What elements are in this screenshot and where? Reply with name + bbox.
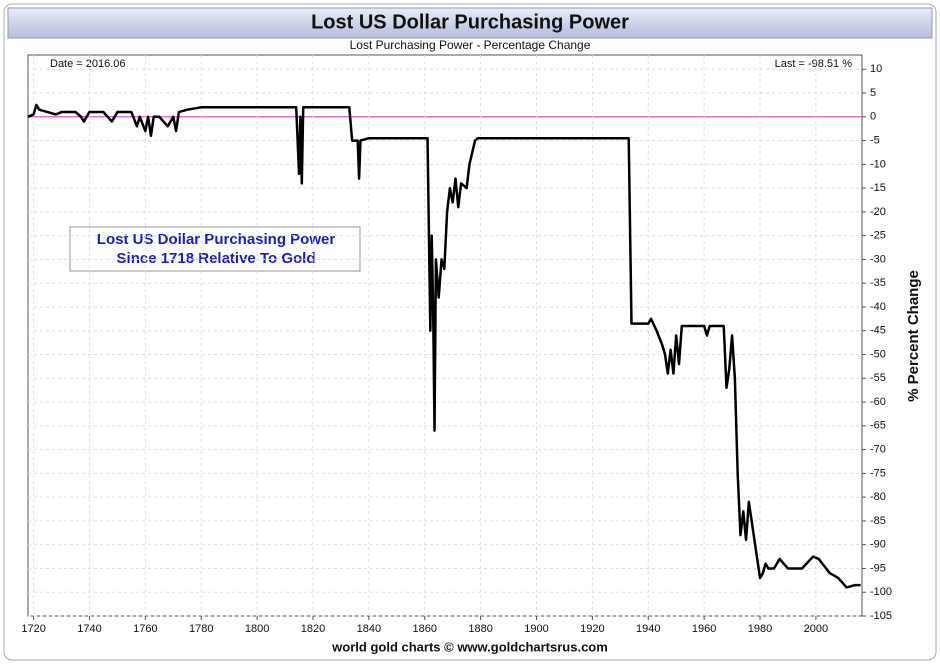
y-tick-label: -25: [870, 230, 886, 242]
subtitle: Lost Purchasing Power - Percentage Chang…: [350, 38, 591, 52]
title-bar: [7, 7, 933, 39]
x-tick-label: 1920: [580, 623, 604, 635]
x-tick-label: 1940: [636, 623, 660, 635]
y-tick-label: 0: [870, 111, 876, 123]
x-tick-label: 1820: [301, 623, 325, 635]
x-tick-label: 1860: [413, 623, 437, 635]
x-tick-label: 1760: [133, 623, 157, 635]
x-tick-label: 1880: [468, 623, 492, 635]
x-tick-label: 1800: [245, 623, 269, 635]
y-tick-label: -65: [870, 420, 886, 432]
y-tick-label: -55: [870, 372, 886, 384]
y-tick-label: -40: [870, 301, 886, 313]
x-tick-label: 1980: [748, 623, 772, 635]
x-tick-label: 2000: [804, 623, 828, 635]
line: [27, 103, 861, 589]
y-tick-label: 10: [870, 63, 882, 75]
y-tick-label: -90: [870, 539, 886, 551]
y-tick-label: -20: [870, 206, 886, 218]
date-label: Date = 2016.06: [50, 58, 126, 70]
x-tick-label: 1840: [357, 623, 381, 635]
y-tick-label: 5: [870, 87, 876, 99]
y-tick-label: -100: [870, 586, 892, 598]
y-tick-label: -85: [870, 515, 886, 527]
y-tick-label: -45: [870, 325, 886, 337]
x-tick-label: 1740: [77, 623, 101, 635]
x-tick-label: 1960: [692, 623, 716, 635]
y-tick-label: -75: [870, 467, 886, 479]
x-tick-label: 1780: [189, 623, 213, 635]
y-tick-label: -50: [870, 348, 886, 360]
y-tick-label: -105: [870, 610, 892, 622]
chart-title: Lost US Dollar Purchasing Power: [311, 11, 629, 33]
y-tick-label: -15: [870, 182, 886, 194]
y-tick-label: -10: [870, 158, 886, 170]
last-label: Last = -98.51 %: [775, 58, 853, 70]
y-axis-label: % Percent Change: [905, 270, 922, 402]
x-tick-label: 1720: [21, 623, 45, 635]
y-tick-label: -95: [870, 562, 886, 574]
x-tick-label: 1900: [524, 623, 548, 635]
y-tick-label: -80: [870, 491, 886, 503]
y-tick-label: -35: [870, 277, 886, 289]
annotation-box: [69, 226, 361, 272]
annotation: Since 1718 Relative To Gold: [117, 250, 316, 267]
y-tick-label: -30: [870, 253, 886, 265]
annotation: Lost US Dollar Purchasing Power: [97, 231, 336, 248]
y-tick-label: -60: [870, 396, 886, 408]
y-tick-label: -70: [870, 444, 886, 456]
y-tick-label: -5: [870, 134, 880, 146]
footer: world gold charts © www.goldchartsrus.co…: [331, 639, 608, 654]
plot-area: [27, 54, 863, 617]
